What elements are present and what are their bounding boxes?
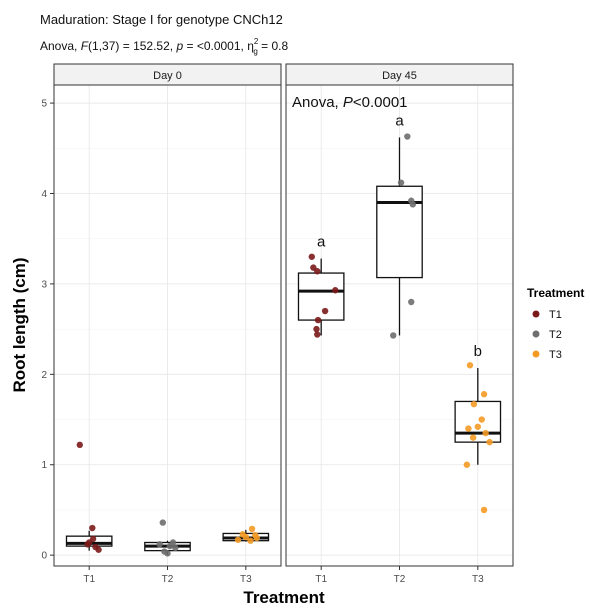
subtitle-f-args: (1,37) = 152.52, bbox=[88, 39, 176, 53]
subtitle-eta-sub: g bbox=[253, 47, 257, 56]
data-point bbox=[156, 541, 163, 548]
chart-title: Maduration: Stage I for genotype CNCh12 bbox=[40, 12, 283, 27]
subtitle-p-value: = <0.0001, bbox=[183, 39, 247, 53]
panel-annotation: Anova, P<0.0001 bbox=[292, 94, 408, 111]
boxplot-T1: a bbox=[297, 234, 345, 338]
panel-0: Day 0 T1 T2 T3 bbox=[53, 63, 282, 585]
data-point bbox=[164, 550, 171, 557]
data-point bbox=[469, 434, 477, 441]
data-point bbox=[321, 307, 329, 315]
data-point bbox=[248, 525, 256, 533]
legend-title: Treatment bbox=[527, 286, 584, 300]
data-point bbox=[480, 391, 488, 398]
boxplot-T2: a bbox=[376, 112, 423, 339]
data-point bbox=[89, 535, 97, 543]
annotation-value: <0.0001 bbox=[353, 94, 408, 111]
data-point bbox=[409, 201, 417, 208]
data-point bbox=[253, 534, 260, 542]
data-point bbox=[172, 544, 179, 552]
panels: Day 0 T1 T2 T3 Day 45 a a b Anova, P<0.0001 T1 T2 T… bbox=[41, 63, 514, 585]
data-point bbox=[480, 506, 488, 514]
y-tick-label: 5 bbox=[41, 99, 47, 110]
data-point bbox=[474, 423, 482, 430]
y-tick-label: 0 bbox=[41, 551, 47, 562]
subtitle-eta-value: = 0.8 bbox=[258, 39, 289, 53]
data-point bbox=[234, 536, 242, 543]
legend-label-T1: T1 bbox=[549, 309, 562, 321]
facet-label: Day 0 bbox=[153, 70, 182, 82]
x-axis-label: Treatment bbox=[243, 588, 325, 607]
data-point bbox=[470, 400, 478, 408]
boxplot-T1 bbox=[65, 441, 113, 553]
data-point bbox=[486, 438, 493, 446]
data-point bbox=[478, 416, 485, 423]
y-tick-label: 2 bbox=[41, 370, 47, 381]
facet-label: Day 45 bbox=[382, 70, 417, 82]
boxplot-T3: b bbox=[454, 343, 502, 514]
data-point bbox=[408, 298, 415, 306]
legend-swatch-T2 bbox=[532, 330, 540, 338]
data-point bbox=[308, 253, 315, 260]
subtitle-f-label: F bbox=[81, 39, 89, 53]
legend-swatch-T1 bbox=[532, 310, 540, 318]
subtitle-eta: η bbox=[247, 39, 254, 53]
annotation-p-label: P bbox=[343, 94, 353, 111]
data-point bbox=[397, 179, 405, 186]
legend-swatch-T3 bbox=[532, 350, 540, 358]
data-point bbox=[466, 362, 474, 369]
legend: Treatment T1 T2 T3 bbox=[527, 286, 584, 361]
y-axis: 0 1 2 3 4 5 bbox=[41, 99, 54, 562]
y-tick-label: 3 bbox=[41, 279, 47, 290]
panel-1: Day 45 a a b Anova, P<0.0001 T1 T2 T3 bbox=[285, 63, 514, 585]
data-point bbox=[159, 519, 167, 526]
legend-label-T3: T3 bbox=[549, 349, 562, 361]
y-tick-label: 1 bbox=[41, 460, 47, 471]
x-tick-label: T2 bbox=[394, 574, 406, 585]
boxplot-T2 bbox=[144, 519, 191, 557]
data-point bbox=[482, 429, 489, 437]
annotation-prefix: Anova, bbox=[292, 94, 343, 111]
subtitle-p-label: p bbox=[175, 39, 183, 53]
data-point bbox=[89, 524, 96, 532]
x-tick-label: T2 bbox=[162, 574, 174, 585]
data-point bbox=[95, 546, 102, 553]
box-iqr bbox=[454, 400, 502, 443]
x-tick-label: T1 bbox=[315, 574, 327, 585]
data-point bbox=[465, 425, 472, 432]
box-iqr bbox=[376, 185, 423, 279]
boxplot-T3 bbox=[222, 525, 270, 544]
data-point bbox=[247, 537, 254, 544]
data-point bbox=[404, 133, 411, 140]
subtitle-prefix: Anova, bbox=[40, 39, 81, 53]
x-tick-label: T3 bbox=[472, 574, 484, 585]
data-point bbox=[313, 325, 320, 333]
data-point bbox=[332, 287, 339, 294]
x-tick-label: T3 bbox=[240, 574, 252, 585]
significance-letter: a bbox=[317, 234, 326, 251]
data-point bbox=[314, 316, 322, 324]
data-point bbox=[76, 441, 83, 449]
legend-label-T2: T2 bbox=[549, 329, 562, 341]
significance-letter: a bbox=[395, 112, 404, 129]
significance-letter: b bbox=[474, 343, 482, 360]
data-point bbox=[239, 531, 246, 538]
subtitle-eta-sup: 2 bbox=[254, 37, 259, 46]
box-iqr bbox=[297, 272, 345, 321]
y-axis-label: Root length (cm) bbox=[10, 257, 29, 392]
data-point bbox=[169, 539, 177, 546]
x-tick-label: T1 bbox=[83, 574, 95, 585]
data-point bbox=[463, 461, 471, 468]
y-tick-label: 4 bbox=[41, 189, 47, 200]
chart-subtitle: Anova, F(1,37) = 152.52, p = <0.0001, η2… bbox=[40, 37, 288, 56]
data-point bbox=[390, 332, 397, 339]
data-point bbox=[314, 268, 321, 275]
data-point bbox=[314, 331, 321, 338]
